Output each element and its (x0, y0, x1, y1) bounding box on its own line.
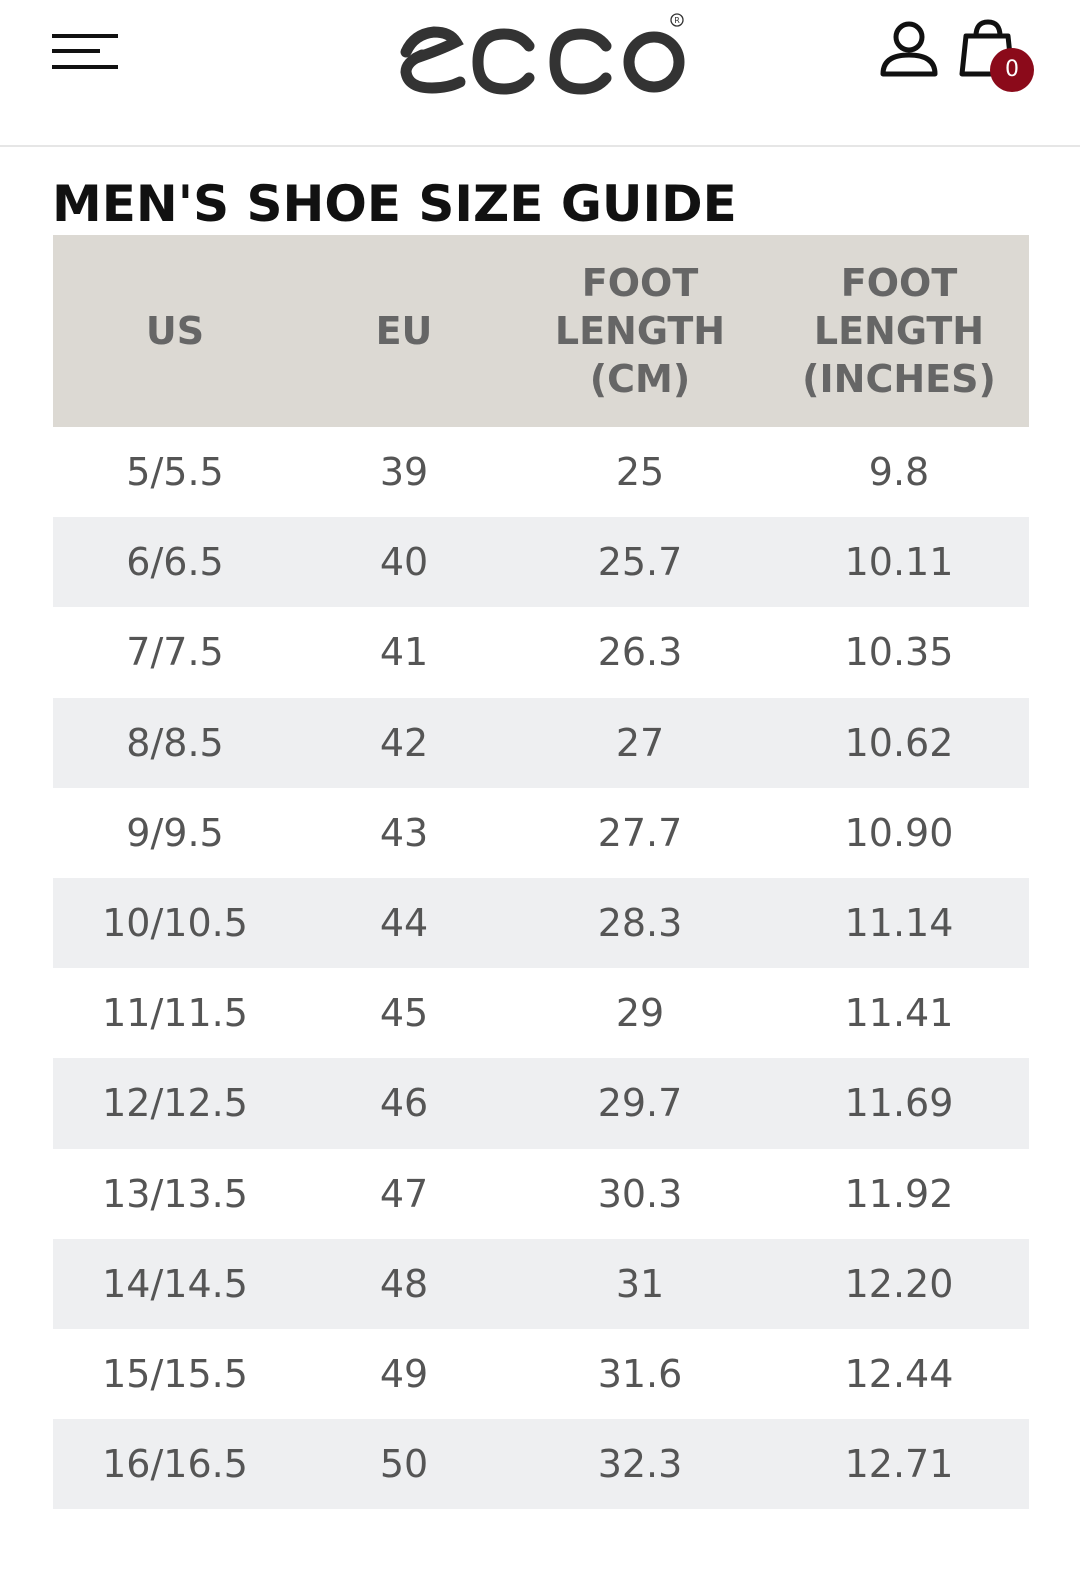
table-cell: 28.3 (597, 901, 683, 946)
table-cell: 32.3 (597, 1442, 683, 1487)
column-header: EU (297, 235, 511, 427)
table-cell: 31 (615, 1261, 665, 1306)
table-cell: 10.35 (844, 630, 954, 675)
table-cell: 45 (379, 991, 429, 1036)
table-cell: 44 (379, 901, 429, 946)
table-cell: 11.92 (844, 1171, 954, 1216)
table-row: 15/15.5 49 31.6 12.44 (53, 1329, 1029, 1419)
column-header-line: FOOT (840, 261, 958, 305)
table-cell: 13/13.5 (102, 1171, 248, 1216)
column-header-line: LENGTH (554, 309, 726, 353)
table-row: 6/6.5 40 25.7 10.11 (53, 517, 1029, 608)
table-cell: 10.11 (844, 540, 954, 585)
table-row: 5/5.5 39 25 9.8 (53, 427, 1029, 517)
table-cell: 5/5.5 (126, 450, 224, 495)
table-cell: 12/12.5 (102, 1081, 248, 1126)
table-body: 5/5.5 39 25 9.8 6/6.5 40 25.7 10.11 7/7.5 41 26.3 1… (53, 427, 1029, 1510)
table-row: 10/10.5 44 28.3 11.14 (53, 877, 1029, 969)
ecco-logo-mark: R (400, 13, 685, 95)
table-row: 12/12.5 46 29.7 11.69 (53, 1058, 1029, 1149)
table-cell: 49 (379, 1351, 429, 1396)
table-cell: 12.44 (844, 1351, 954, 1396)
table-cell: 29 (615, 991, 665, 1036)
table-cell: 26.3 (597, 630, 683, 675)
table-header-row: US EU FOOT LENGTH (CM) FOOT LENGTH (INCHES) (53, 235, 1029, 427)
svg-text:R: R (674, 16, 680, 25)
table-cell: 10.90 (844, 810, 954, 855)
table-cell: 50 (379, 1442, 429, 1487)
table-cell: 12.71 (844, 1442, 954, 1487)
table-cell: 27 (615, 720, 665, 765)
table-cell: 11/11.5 (102, 991, 248, 1036)
table-cell: 42 (379, 720, 429, 765)
table-cell: 15/15.5 (102, 1351, 248, 1396)
site-header: R 0 (0, 0, 1080, 147)
table-cell: 40 (379, 540, 429, 585)
table-cell: 14/14.5 (102, 1261, 248, 1306)
column-header: FOOT LENGTH (CM) (511, 235, 769, 427)
table-row: 16/16.5 50 32.3 12.71 (53, 1419, 1029, 1510)
column-header: US (53, 235, 297, 427)
table-row: 11/11.5 45 29 11.41 (53, 968, 1029, 1058)
table-cell: 30.3 (597, 1171, 683, 1216)
table-row: 8/8.5 42 27 10.62 (53, 697, 1029, 788)
table-cell: 11.41 (844, 991, 954, 1036)
table-cell: 31.6 (597, 1351, 683, 1396)
table-cell: 8/8.5 (126, 720, 224, 765)
column-header: FOOT LENGTH (INCHES) (769, 235, 1029, 427)
table-cell: 46 (379, 1081, 429, 1126)
table-cell: 6/6.5 (126, 540, 224, 585)
table-cell: 41 (379, 630, 429, 675)
table-row: 9/9.5 43 27.7 10.90 (53, 788, 1029, 878)
table-cell: 11.69 (844, 1081, 954, 1126)
cart-count-badge: 0 (990, 48, 1034, 92)
table-cell: 9.8 (868, 450, 930, 495)
column-header-line: LENGTH (813, 309, 985, 353)
table-cell: 25 (615, 450, 665, 495)
ecco-logo[interactable]: R (392, 12, 692, 96)
table-cell: 29.7 (597, 1081, 683, 1126)
table-cell: 47 (379, 1171, 429, 1216)
table-cell: 43 (379, 810, 429, 855)
column-header-line: EU (375, 309, 433, 353)
table-cell: 48 (379, 1261, 429, 1306)
account-button[interactable] (876, 20, 942, 80)
table-row: 13/13.5 47 30.3 11.92 (53, 1149, 1029, 1239)
table-cell: 39 (379, 450, 429, 495)
account-icon (880, 21, 938, 77)
table-row: 7/7.5 41 26.3 10.35 (53, 607, 1029, 697)
column-header-line: (CM) (589, 357, 691, 401)
table-cell: 25.7 (597, 540, 683, 585)
table-cell: 11.14 (844, 901, 954, 946)
table-row: 14/14.5 48 31 12.20 (53, 1238, 1029, 1329)
table-cell: 10.62 (844, 720, 954, 765)
size-guide-table: US EU FOOT LENGTH (CM) FOOT LENGTH (INCHES) 5/5… (53, 235, 1029, 1510)
menu-button[interactable] (52, 30, 120, 74)
column-header-line: (INCHES) (802, 357, 996, 401)
column-header-line: FOOT (581, 261, 699, 305)
table-cell: 16/16.5 (102, 1442, 248, 1487)
table-cell: 12.20 (844, 1261, 954, 1306)
column-header-line: US (145, 309, 205, 353)
page-title: MEN'S SHOE SIZE GUIDE (52, 175, 737, 233)
table-cell: 9/9.5 (126, 810, 224, 855)
table-cell: 10/10.5 (102, 901, 248, 946)
table-cell: 7/7.5 (126, 630, 224, 675)
menu-icon (52, 34, 118, 69)
table-cell: 27.7 (597, 810, 683, 855)
